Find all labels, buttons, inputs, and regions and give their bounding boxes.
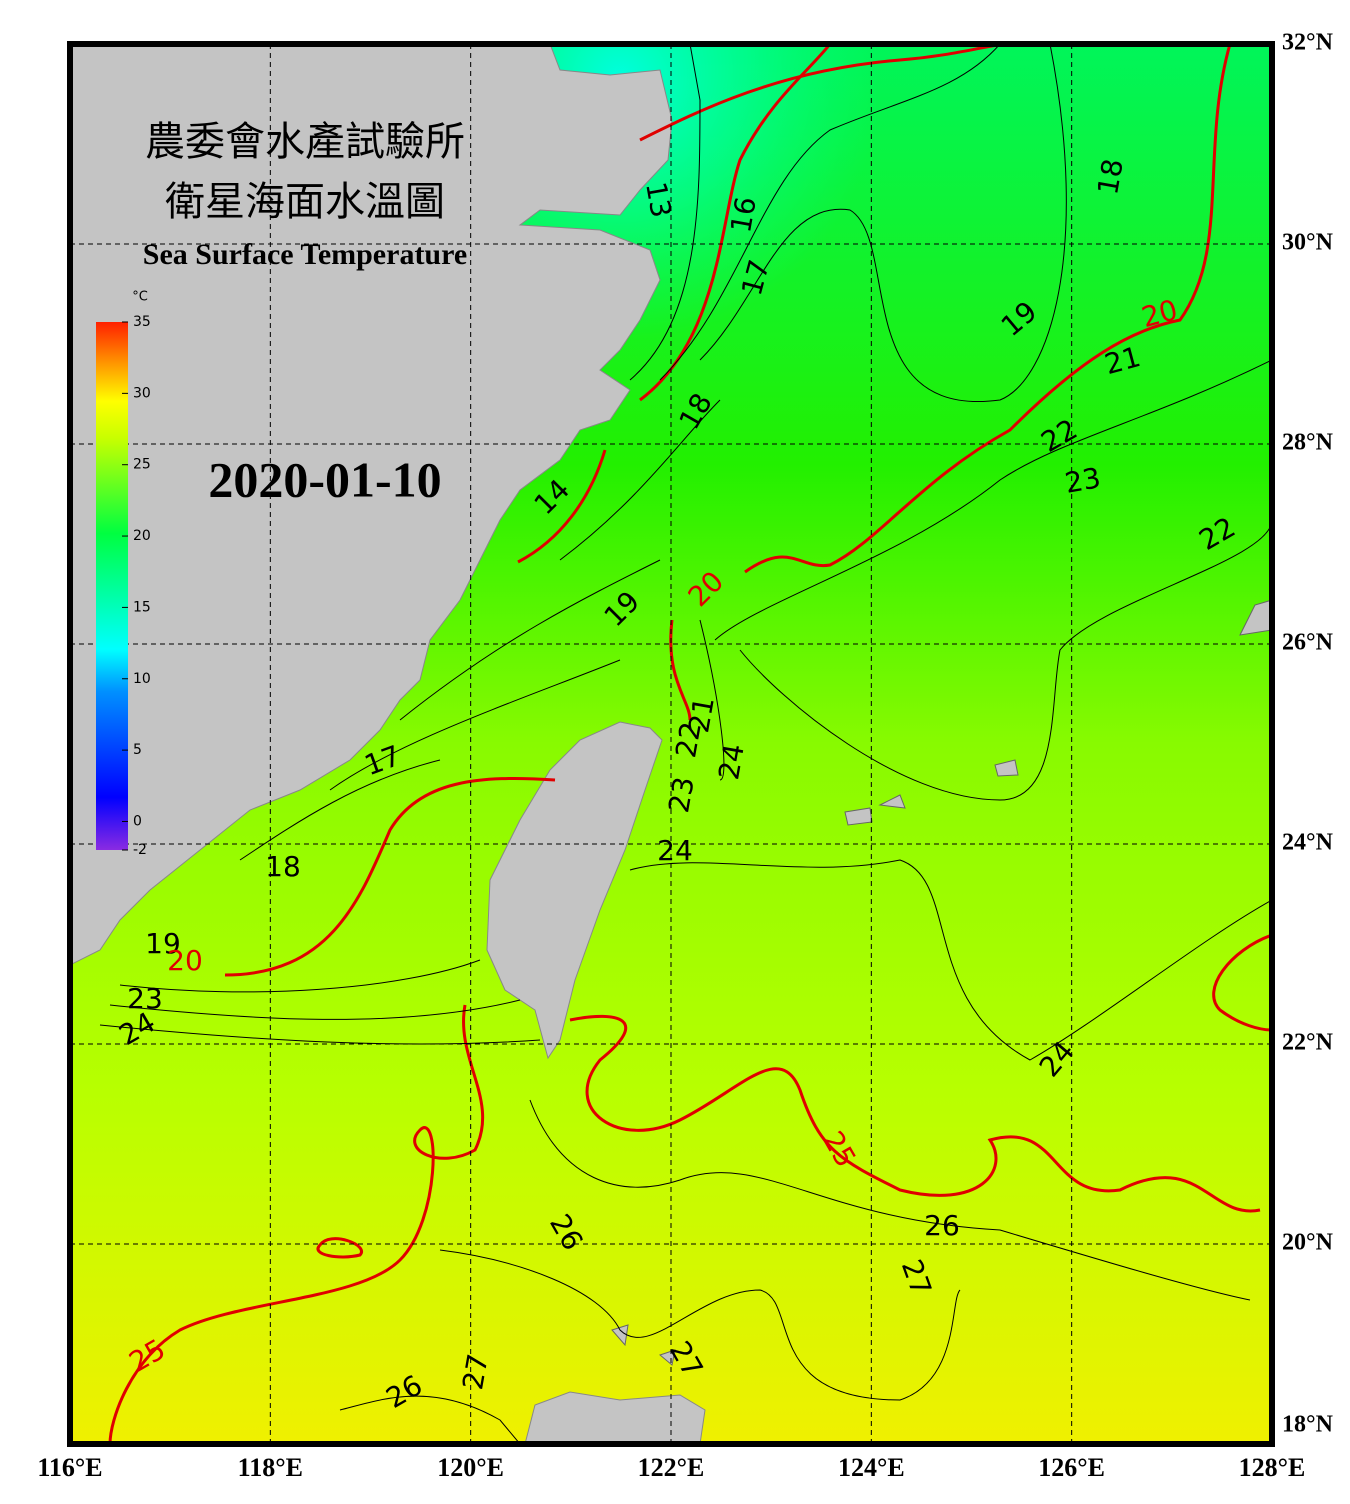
- contours-major: [108, 44, 1272, 1444]
- colorbar-tick-label: 30: [133, 385, 151, 401]
- colorbar-tick-label: 10: [133, 671, 151, 687]
- luzon: [524, 1391, 706, 1444]
- contour-label: 22: [669, 719, 708, 760]
- contour-label: 27: [456, 1351, 495, 1392]
- contour-label: 13: [639, 179, 678, 220]
- colorbar-tick-label: 35: [133, 314, 151, 330]
- contour-label: 18: [1091, 156, 1130, 197]
- lon-label: 116°E: [37, 1453, 102, 1482]
- lat-label: 24°N: [1282, 830, 1334, 856]
- contour-label: 23: [1062, 461, 1103, 500]
- lat-label: 22°N: [1282, 1030, 1334, 1056]
- contour-label: 18: [265, 850, 301, 883]
- colorbar-tick-label: 0: [133, 813, 142, 829]
- taiwan: [486, 721, 663, 1060]
- lon-label: 118°E: [238, 1453, 303, 1482]
- colorbar-tick-label: 25: [133, 457, 151, 473]
- islands: [611, 599, 1272, 1366]
- contours-minor: [99, 44, 1272, 1444]
- lon-label: 122°E: [638, 1453, 705, 1482]
- contour-label: 21: [682, 694, 721, 735]
- contour-label: 23: [662, 774, 701, 815]
- lat-label: 18°N: [1282, 1412, 1334, 1438]
- title-line1: 農委會水產試驗所: [145, 119, 465, 165]
- title-line2: 衛星海面水溫圖: [165, 179, 445, 225]
- colorbar-tick-label: 15: [133, 599, 151, 615]
- lat-label: 26°N: [1282, 630, 1334, 656]
- contour-label: 24: [712, 741, 751, 782]
- lat-label: 28°N: [1282, 430, 1334, 456]
- lat-label: 30°N: [1282, 230, 1334, 256]
- colorbar-tick-label: -2: [133, 842, 147, 858]
- contour-label: 23: [127, 982, 163, 1015]
- colorbar-tick-label: 20: [133, 528, 151, 544]
- map-area: [70, 44, 1272, 1444]
- colorbar: [96, 322, 128, 850]
- lon-label: 128°E: [1239, 1453, 1306, 1482]
- contour-label: 26: [924, 1209, 960, 1242]
- date: 2020-01-10: [208, 451, 441, 507]
- lat-label: 32°N: [1282, 30, 1334, 56]
- colorbar-unit: °C: [132, 290, 148, 305]
- lon-label: 120°E: [437, 1453, 504, 1482]
- colorbar-tick-label: 5: [133, 742, 142, 758]
- mainland: [70, 44, 673, 966]
- contour-label: 24: [657, 834, 693, 867]
- lon-label: 126°E: [1038, 1453, 1105, 1482]
- contour-label: 16: [724, 194, 763, 235]
- subtitle: Sea Surface Temperature: [143, 238, 467, 271]
- lon-label: 124°E: [838, 1453, 905, 1482]
- map-frame: [67, 41, 1275, 1447]
- contour-label: 19: [145, 927, 181, 960]
- contour-label: 20: [167, 944, 203, 977]
- lat-label: 20°N: [1282, 1230, 1334, 1256]
